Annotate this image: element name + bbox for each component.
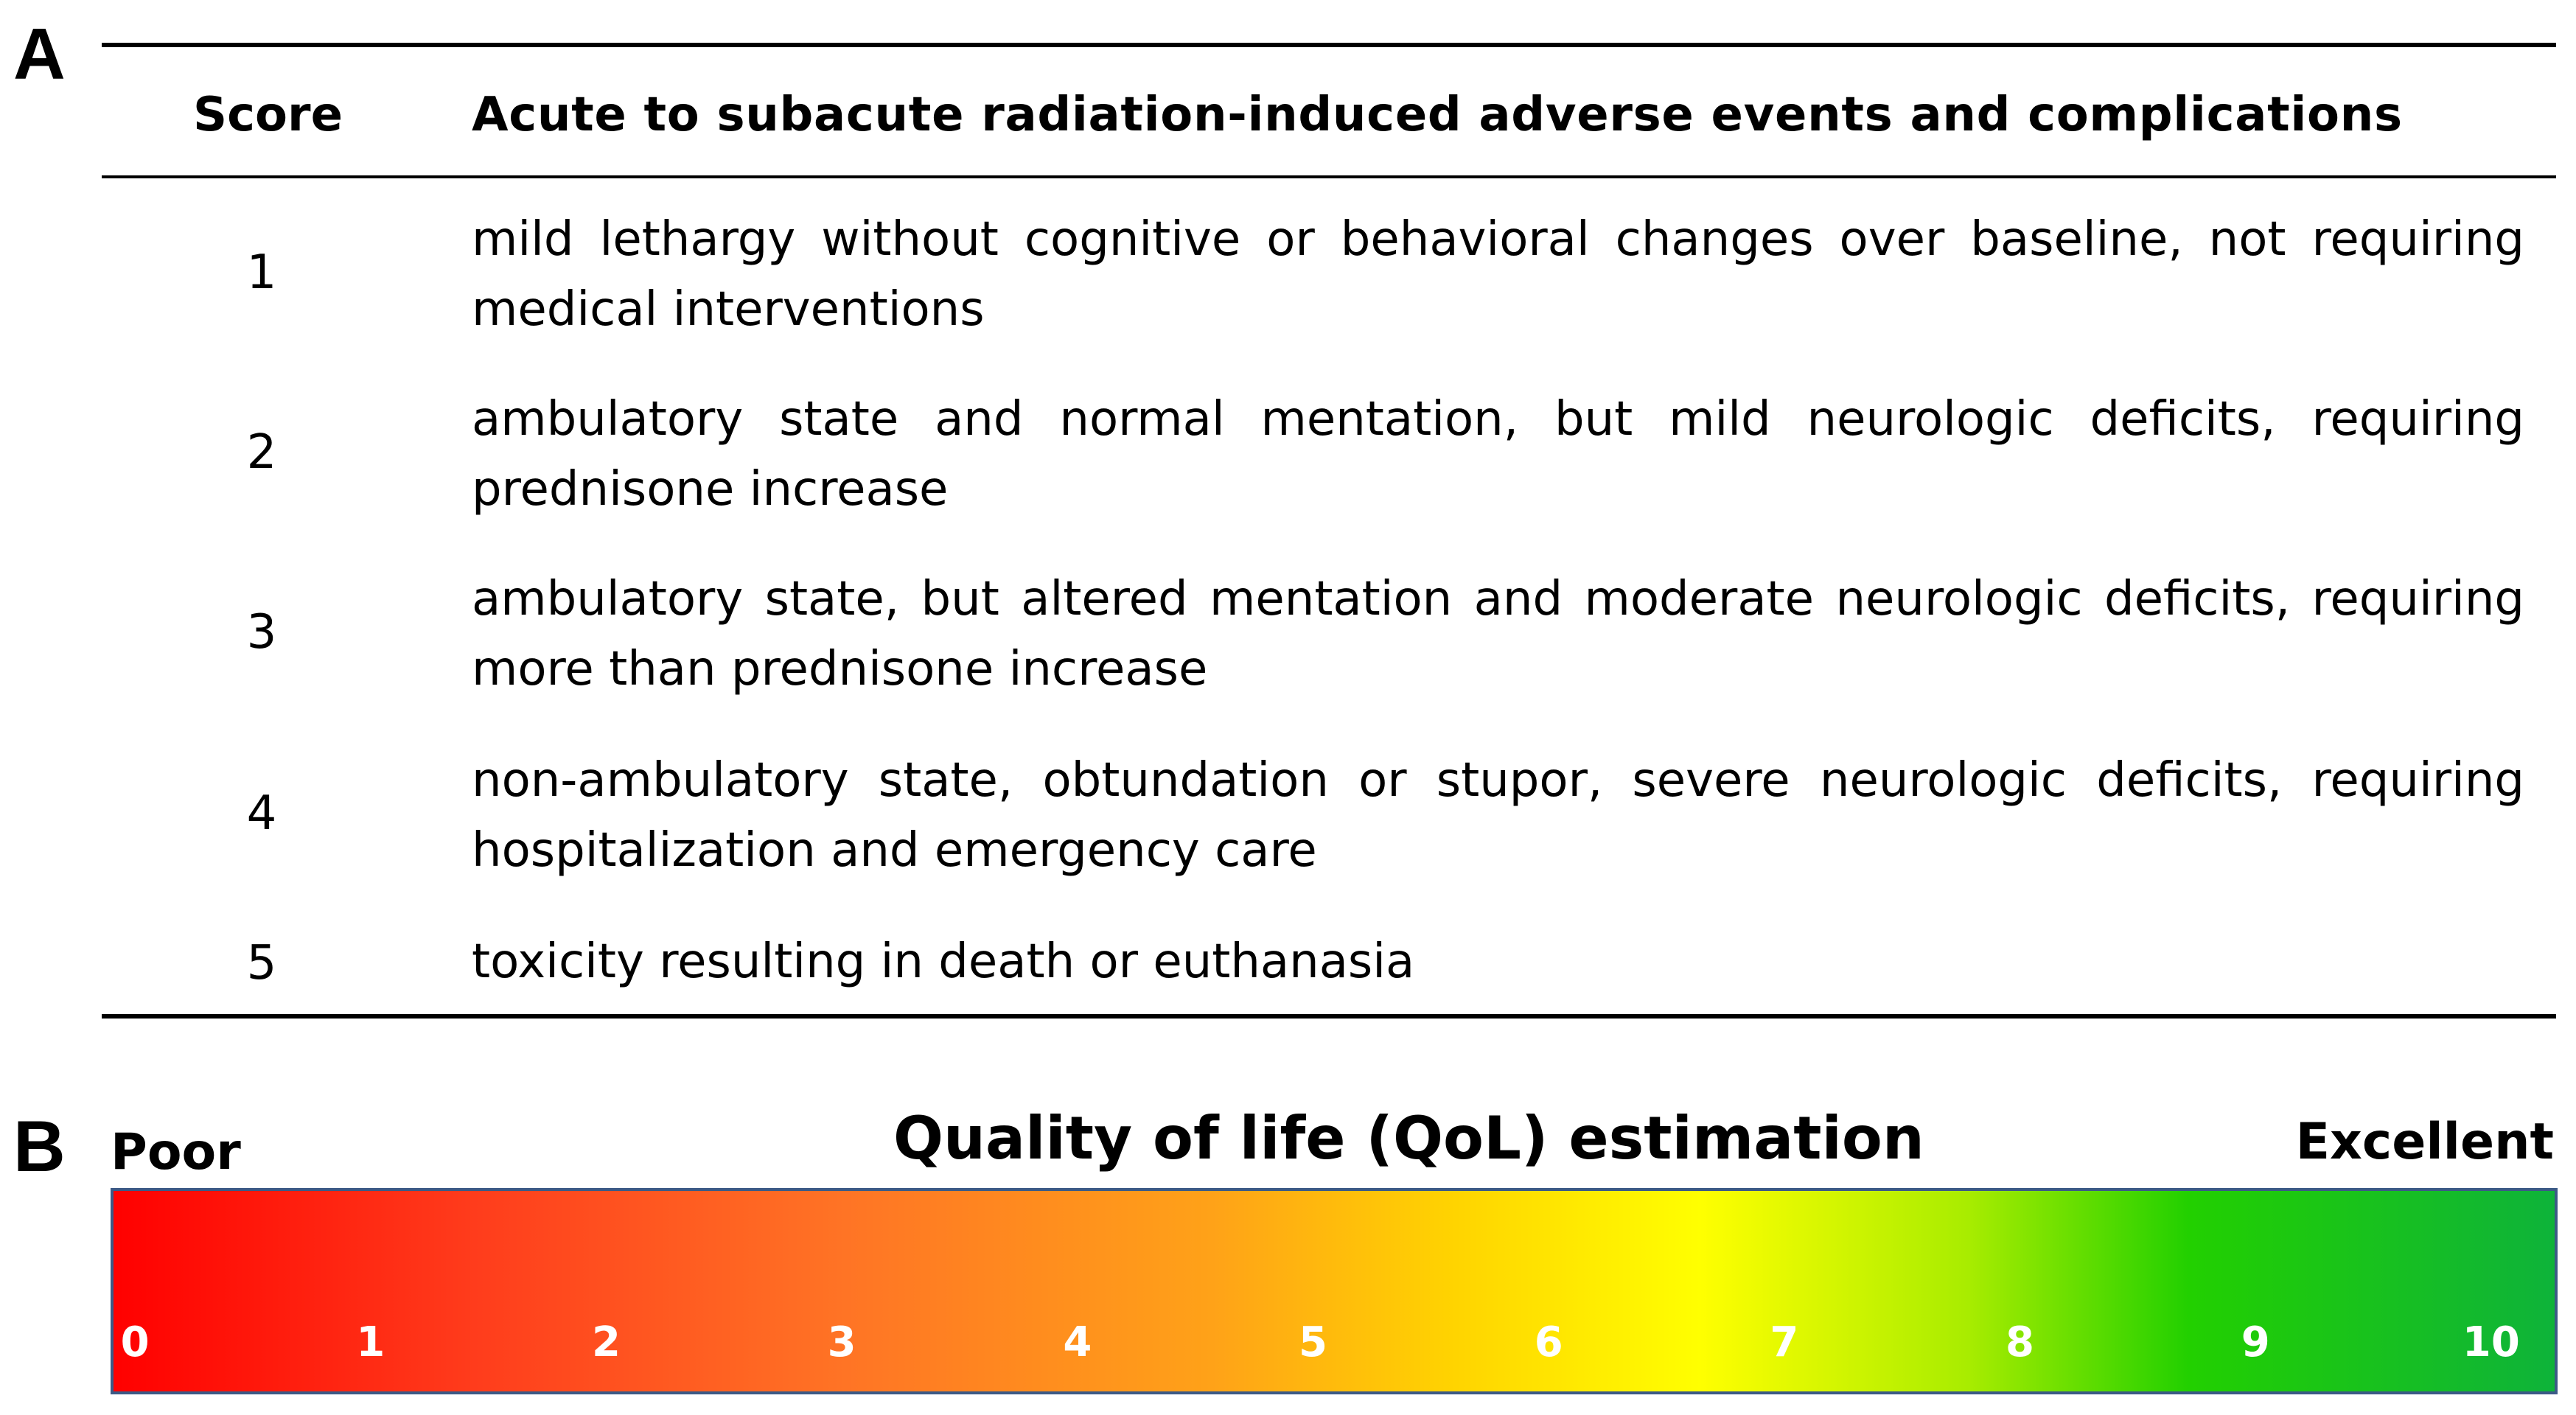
qol-scale-label-4: 4 [1063,1318,1092,1366]
header-adverse-events: Acute to subacute radiation-induced adve… [472,88,2403,142]
description-line: mild lethargy without cognitive or behav… [472,212,2524,267]
qol-low-label: Poor [111,1123,241,1181]
description-score-5: toxicity resulting in death or euthanasi… [472,927,2524,997]
panel-b-label: B [13,1105,66,1187]
description-line: more than prednisone increase [472,642,1208,696]
qol-scale-label-9: 9 [2241,1318,2270,1366]
description-line: prednisone increase [472,462,949,517]
qol-scale-label-3: 3 [827,1318,856,1366]
description-line: medical interventions [472,282,985,337]
description-line: hospitalization and emergency care [472,823,1317,878]
score-3: 3 [246,605,277,660]
description-score-3: ambulatory state, but altered mentation … [472,565,2524,705]
score-2: 2 [246,425,277,480]
qol-scale-label-8: 8 [2006,1318,2035,1366]
score-4: 4 [246,786,277,841]
qol-scale-label-2: 2 [592,1318,621,1366]
table-header-rule [102,175,2556,178]
description-line: ambulatory state and normal mentation, b… [472,392,2524,447]
table-top-rule [102,43,2556,47]
description-line: ambulatory state, but altered mentation … [472,572,2524,626]
score-5: 5 [246,936,277,990]
qol-title: Quality of life (QoL) estimation [893,1104,1924,1173]
qol-gradient-scale: 0 1 2 3 4 5 6 7 8 9 10 [111,1188,2558,1394]
description-line: toxicity resulting in death or euthanasi… [472,934,1415,989]
qol-scale-label-10: 10 [2462,1318,2520,1366]
qol-scale-label-7: 7 [1770,1318,1799,1366]
qol-scale-label-0: 0 [120,1318,150,1366]
description-score-4: non-ambulatory state, obtundation or stu… [472,746,2524,886]
description-score-2: ambulatory state and normal mentation, b… [472,385,2524,525]
qol-high-label: Excellent [2295,1113,2554,1171]
qol-scale-label-5: 5 [1299,1318,1327,1366]
panel-a-label: A [13,13,66,94]
table-bottom-rule [102,1014,2556,1019]
description-score-1: mild lethargy without cognitive or behav… [472,205,2524,345]
score-1: 1 [246,245,277,300]
qol-scale-label-1: 1 [356,1318,385,1366]
qol-scale-label-6: 6 [1534,1318,1563,1366]
header-score: Score [193,88,343,142]
description-line: non-ambulatory state, obtundation or stu… [472,753,2524,808]
